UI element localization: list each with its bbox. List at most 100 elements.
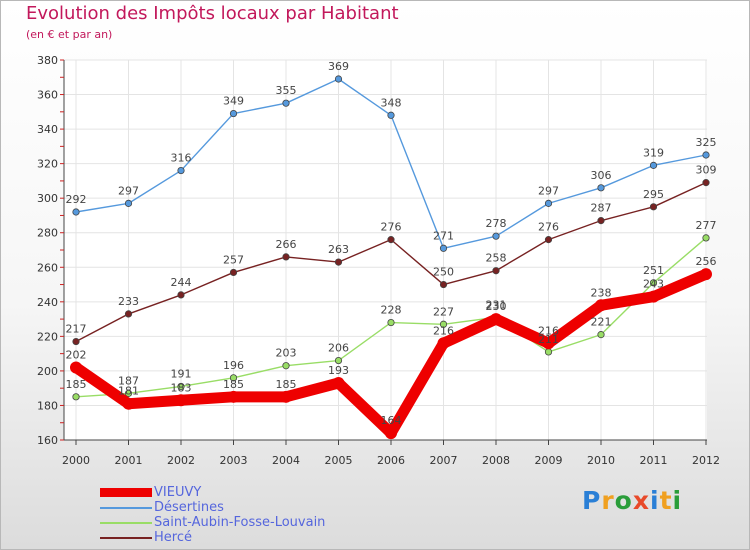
- data-point: [334, 356, 343, 365]
- data-point: [70, 361, 82, 374]
- data-label: 251: [643, 264, 664, 277]
- y-tick-label: 360: [37, 89, 58, 102]
- data-label: 278: [486, 217, 507, 230]
- x-tick-label: 2007: [430, 454, 458, 467]
- chart-title: Evolution des Impôts locaux par Habitant: [26, 3, 399, 24]
- data-label: 244: [171, 276, 192, 289]
- plot-background: [64, 60, 707, 440]
- data-label: 185: [66, 378, 87, 391]
- x-tick-label: 2006: [377, 454, 405, 467]
- y-tick-label: 280: [37, 227, 58, 240]
- data-label: 185: [223, 378, 244, 391]
- data-label: 277: [696, 219, 717, 232]
- data-point: [702, 179, 710, 187]
- data-point: [124, 389, 133, 397]
- data-label: 231: [486, 298, 507, 311]
- data-point: [700, 268, 712, 281]
- logo-letter: i: [650, 486, 660, 515]
- data-point: [649, 279, 658, 287]
- legend-item: Hercé: [100, 530, 380, 545]
- data-label: 230: [486, 300, 507, 313]
- data-label: 191: [171, 367, 192, 380]
- logo-letter: x: [632, 486, 650, 515]
- data-point: [387, 111, 395, 119]
- data-label: 256: [696, 255, 717, 268]
- y-tick-label: 300: [37, 192, 58, 205]
- data-label: 193: [328, 364, 349, 377]
- x-tick-label: 2012: [692, 454, 720, 467]
- data-label: 263: [328, 243, 349, 256]
- data-point: [597, 217, 605, 225]
- data-point: [229, 268, 238, 277]
- data-label: 221: [591, 316, 612, 329]
- legend-label: VIEUVY: [154, 485, 202, 500]
- data-label: 216: [538, 324, 559, 337]
- data-point: [332, 377, 345, 389]
- data-point: [597, 184, 605, 192]
- data-label: 187: [118, 374, 139, 387]
- logo-letter: o: [614, 486, 633, 515]
- data-label: 306: [591, 169, 612, 182]
- logo-letter: i: [672, 486, 683, 515]
- data-point: [229, 374, 238, 382]
- data-point: [280, 390, 292, 403]
- data-label: 203: [276, 347, 297, 360]
- data-point: [227, 390, 240, 403]
- data-label: 297: [118, 184, 139, 197]
- data-point: [122, 397, 135, 410]
- logo-letter: P: [582, 486, 602, 515]
- legend-label: Saint-Aubin-Fosse-Louvain: [154, 515, 326, 530]
- y-tick-label: 240: [37, 296, 58, 309]
- data-point: [597, 331, 605, 339]
- data-label: 319: [643, 146, 664, 159]
- legend-item: Saint-Aubin-Fosse-Louvain: [100, 515, 380, 530]
- data-point: [439, 280, 448, 289]
- data-point: [177, 382, 185, 391]
- data-point: [72, 337, 80, 346]
- data-point: [647, 290, 660, 303]
- data-point: [175, 394, 187, 407]
- data-label: 206: [328, 342, 349, 355]
- data-point: [595, 299, 607, 312]
- data-label: 233: [118, 295, 139, 308]
- data-point: [439, 244, 448, 252]
- y-tick-label: 380: [37, 54, 58, 67]
- data-label: 227: [433, 305, 454, 318]
- data-label: 257: [223, 253, 244, 266]
- x-tick-label: 2005: [325, 454, 353, 467]
- data-label: 276: [381, 221, 402, 234]
- data-point: [649, 203, 658, 211]
- legend-swatch: [100, 507, 152, 509]
- data-point: [437, 337, 450, 350]
- x-tick-label: 2010: [587, 454, 615, 467]
- data-point: [124, 310, 133, 318]
- logo-letter: t: [659, 486, 673, 515]
- data-point: [649, 161, 658, 169]
- data-point: [72, 393, 80, 401]
- data-point: [385, 427, 397, 440]
- data-label: 228: [381, 304, 402, 317]
- data-label: 316: [171, 152, 192, 165]
- data-label: 295: [643, 188, 664, 201]
- data-label: 217: [66, 323, 87, 336]
- data-label: 183: [171, 381, 192, 394]
- data-label: 185: [276, 378, 297, 391]
- data-point: [177, 166, 185, 175]
- y-tick-label: 220: [37, 330, 58, 343]
- data-label: 181: [118, 385, 139, 398]
- data-label: 349: [223, 95, 244, 108]
- data-label: 258: [486, 252, 507, 265]
- y-tick-label: 200: [37, 365, 58, 378]
- data-label: 355: [276, 84, 297, 97]
- data-point: [124, 199, 133, 207]
- x-tick-label: 2004: [272, 454, 300, 467]
- data-point: [72, 208, 80, 216]
- x-tick-label: 2002: [167, 454, 195, 467]
- data-point: [334, 258, 343, 266]
- data-label: 243: [643, 278, 664, 291]
- brand-logo: Proxiti: [582, 486, 682, 515]
- x-tick-label: 2008: [482, 454, 510, 467]
- legend-label: Hercé: [154, 530, 192, 545]
- data-point: [229, 109, 238, 118]
